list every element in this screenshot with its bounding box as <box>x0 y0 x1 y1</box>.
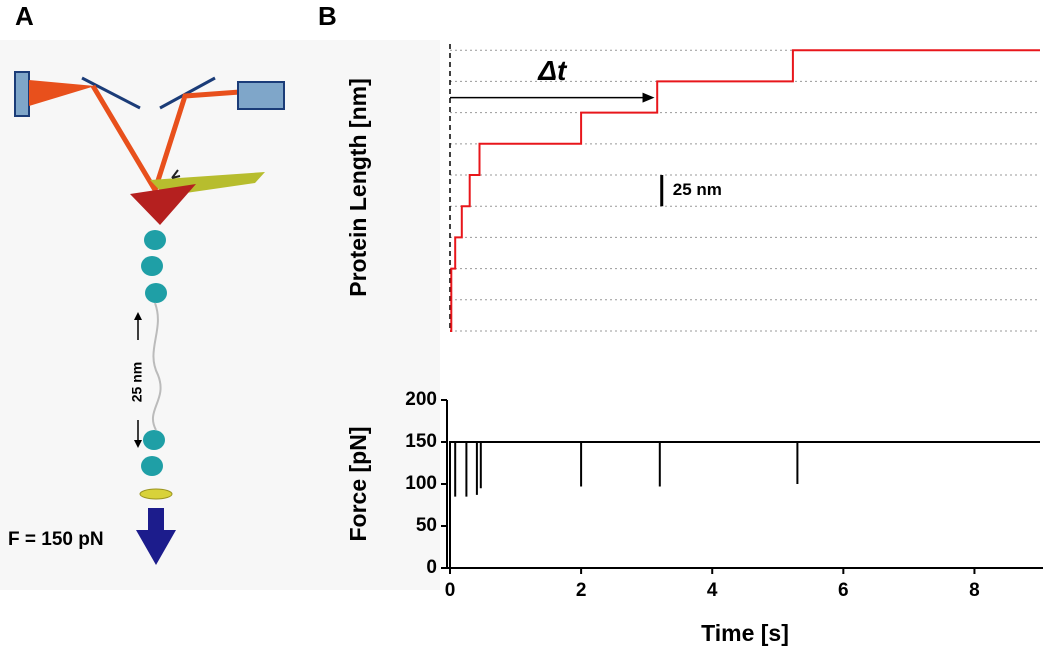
tip <box>130 184 196 225</box>
force-arrow <box>136 508 176 565</box>
x-axis-label: Time [s] <box>701 620 789 646</box>
y-tick-label: 150 <box>405 431 437 452</box>
x-tick-label: 8 <box>969 580 980 601</box>
mirror <box>81 76 141 110</box>
y-tick-label: 0 <box>426 557 437 578</box>
data-line <box>450 49 1040 332</box>
deflection-arrow <box>171 169 181 179</box>
unfolded-chain <box>151 302 162 431</box>
annotation-text: Δt <box>537 55 568 86</box>
x-tick-label: 0 <box>445 580 456 601</box>
arrow-head <box>642 92 655 103</box>
x-tick-label: 2 <box>576 580 587 601</box>
y-tick-label: 100 <box>405 473 437 494</box>
x-tick-label: 4 <box>707 580 718 601</box>
y-axis-label: Force [pN] <box>345 427 371 542</box>
mirror <box>159 76 216 110</box>
scale-bar-label: 25 nm <box>673 180 722 199</box>
y-axis-label: Protein Length [nm] <box>345 78 371 296</box>
panel-label: B <box>318 1 337 31</box>
y-tick-label: 200 <box>405 389 437 410</box>
x-tick-label: 6 <box>838 580 849 601</box>
laser-beam <box>29 80 95 106</box>
distance-label: 25 nm <box>129 362 145 402</box>
substrate <box>139 488 173 500</box>
protein-domains <box>141 230 167 476</box>
y-tick-label: 50 <box>416 515 437 536</box>
panel-label: A <box>15 1 34 31</box>
arrow-head <box>134 440 142 448</box>
data-line <box>449 441 1040 568</box>
detector <box>237 81 285 110</box>
afm-diagram: 25 nm F = 150 pN <box>0 40 440 590</box>
diagram-background <box>0 40 440 590</box>
arrow-head <box>134 312 142 320</box>
laser <box>14 71 30 117</box>
force-label: F = 150 pN <box>8 529 104 550</box>
beam-path <box>90 84 241 197</box>
